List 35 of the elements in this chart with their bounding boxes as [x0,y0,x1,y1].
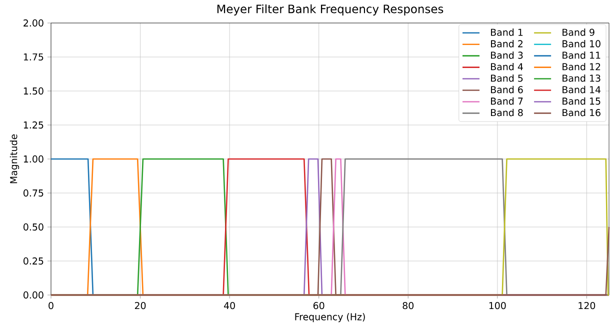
x-tick-label: 120 [578,302,596,310]
x-tick-label: 60 [313,302,324,310]
x-tick-label: 100 [489,302,506,310]
chart-title: Meyer Filter Bank Frequency Responses [217,4,444,16]
legend-label: Band 16 [562,108,600,116]
y-tick-label: 0.00 [24,291,44,299]
y-tick-label: 2.00 [24,19,44,27]
x-axis-title: Frequency (Hz) [295,313,365,322]
y-tick-label: 1.00 [24,155,44,163]
legend-label: Band 1 [491,28,523,36]
y-tick-label: 0.25 [24,257,44,265]
y-tick-label: 0.50 [24,223,44,231]
legend-label: Band 4 [491,62,523,70]
legend-label: Band 2 [491,40,522,48]
y-tick-label: 1.50 [24,87,44,95]
y-tick-label: 0.75 [24,189,44,197]
legend-label: Band 5 [491,74,523,82]
x-tick-label: 20 [134,302,146,310]
legend-label: Band 12 [562,62,600,70]
x-tick-label: 40 [224,302,235,310]
y-axis-title: Magnitude [10,134,20,184]
legend-label: Band 9 [562,28,594,36]
legend-label: Band 15 [562,97,600,105]
legend-label: Band 11 [562,51,600,59]
legend-label: Band 7 [491,97,523,105]
x-tick-label: 80 [402,302,414,310]
legend-label: Band 14 [562,86,601,94]
legend-label: Band 6 [491,86,523,94]
y-tick-label: 1.75 [24,53,44,61]
legend-label: Band 3 [491,51,523,59]
legend-label: Band 8 [491,108,523,116]
legend-label: Band 10 [562,40,600,48]
y-tick-label: 1.25 [24,121,44,129]
x-tick-label: 0 [48,302,54,310]
legend-label: Band 13 [562,74,600,82]
